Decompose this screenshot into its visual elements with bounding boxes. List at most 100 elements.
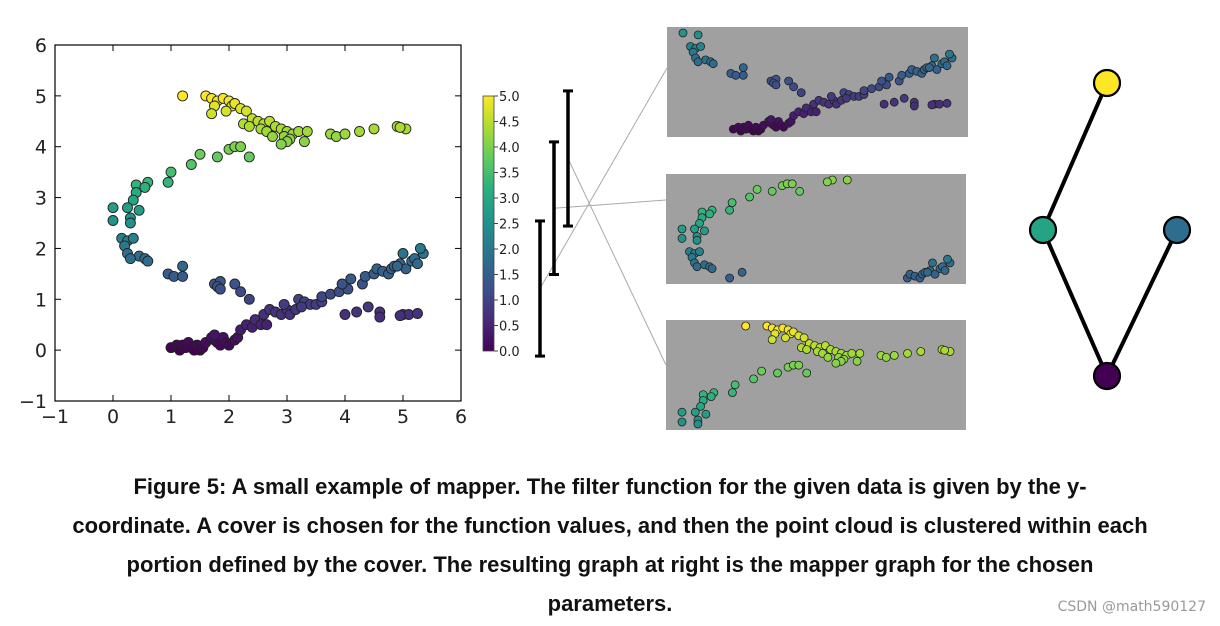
- panel-point: [696, 42, 705, 51]
- caption-line: coordinate. A cover is chosen for the fu…: [72, 513, 1148, 538]
- panel-point: [916, 347, 926, 356]
- panel-point: [822, 177, 832, 187]
- watermark: CSDN @math590127: [1057, 599, 1206, 615]
- panel-point: [695, 247, 704, 257]
- panel-points: [678, 28, 957, 136]
- panel-background: [666, 174, 966, 284]
- scatter-point: [354, 126, 365, 137]
- scatter-point: [139, 181, 151, 193]
- scatter-point: [177, 270, 189, 282]
- panel-point: [745, 192, 754, 202]
- panel-point: [690, 407, 700, 417]
- scatter-plot: −1 0 1 2 3 4 5 6 −1 0 1 2 3 4 5 6: [19, 35, 467, 428]
- scatter-point: [301, 126, 313, 137]
- colorbar-gradient: [482, 95, 495, 352]
- panel-point: [781, 333, 790, 343]
- interval-connector: [553, 199, 667, 209]
- colorbar-tick-label: 1.0: [499, 294, 520, 309]
- panel-point: [731, 70, 741, 80]
- panel-point: [695, 218, 704, 228]
- scatter-point: [185, 159, 197, 170]
- panel-point: [842, 93, 851, 103]
- scatter-point: [275, 138, 287, 150]
- panel-points: [677, 321, 955, 429]
- panel-background: [667, 27, 968, 137]
- graph-node-middle: [1028, 215, 1058, 245]
- panel-points: [677, 175, 955, 283]
- panel-point: [881, 352, 891, 362]
- panel-point: [897, 70, 907, 80]
- panel-point: [700, 226, 709, 236]
- y-tick-label: 5: [35, 86, 47, 108]
- panel-point: [847, 348, 857, 358]
- panel-point: [796, 88, 806, 97]
- y-tick-label: 1: [35, 289, 47, 311]
- scatter-point: [220, 105, 232, 117]
- panel-point: [696, 401, 705, 411]
- colorbar-tick-label: 3.0: [499, 192, 520, 207]
- panel-point: [826, 92, 836, 101]
- panel-point: [935, 99, 944, 109]
- scatter-point: [362, 301, 374, 313]
- scatter-point: [394, 310, 406, 322]
- panel-point: [879, 99, 889, 109]
- panel-point: [877, 76, 886, 86]
- scatter-point: [127, 232, 139, 244]
- scatter-point: [165, 166, 177, 178]
- panel-point: [693, 57, 703, 67]
- panel-point: [784, 76, 793, 86]
- y-tick-label: 6: [35, 35, 47, 57]
- panel-point: [771, 80, 781, 90]
- scatter-point: [336, 278, 348, 290]
- scatter-point: [211, 151, 223, 163]
- x-tick-label: −1: [41, 406, 69, 428]
- scatter-point: [214, 283, 226, 295]
- panel-point: [811, 107, 821, 117]
- scatter-point: [278, 298, 290, 310]
- panel-point: [899, 93, 909, 103]
- panel-point: [842, 175, 852, 185]
- panel-point: [707, 264, 717, 274]
- panel-point: [741, 321, 751, 331]
- scatter-point: [351, 306, 363, 318]
- scatter-points: [107, 90, 429, 356]
- scatter-point: [368, 123, 380, 135]
- panel-point: [773, 368, 782, 378]
- panel-point: [889, 97, 899, 107]
- scatter-point: [124, 217, 136, 229]
- panel-point: [859, 86, 869, 95]
- panel-point: [730, 380, 740, 390]
- cover-intervals: [535, 67, 668, 366]
- panel-point: [725, 273, 734, 283]
- panel-point: [802, 345, 812, 354]
- scatter-point: [194, 148, 206, 160]
- x-tick-label: 2: [223, 406, 235, 428]
- graph-node-bottom: [1092, 361, 1122, 391]
- plot-frame: [54, 44, 462, 402]
- panel-point: [749, 374, 758, 384]
- panel-point: [787, 179, 797, 189]
- y-axis: −1 0 1 2 3 4 5 6: [19, 35, 461, 413]
- panel-point: [794, 360, 804, 370]
- panel-point: [677, 417, 687, 427]
- colorbar-tick-label: 4.0: [499, 141, 520, 156]
- colorbar-tick-label: 0.0: [499, 345, 520, 360]
- x-tick-label: 0: [107, 406, 119, 428]
- graph-edge: [1105, 229, 1179, 377]
- panel-point: [752, 184, 762, 194]
- panel-point: [677, 233, 687, 243]
- panel-point: [867, 84, 876, 94]
- caption-line: portion defined by the cover. The result…: [126, 552, 1094, 577]
- graph-edge: [1041, 229, 1109, 377]
- x-axis: −1 0 1 2 3 4 5 6: [41, 45, 467, 428]
- panel-point: [677, 407, 687, 417]
- scatter-point: [243, 151, 255, 163]
- panel-point: [690, 224, 699, 234]
- scatter-point: [339, 128, 351, 140]
- cluster-panel-bottom: [666, 320, 966, 430]
- scatter-point: [235, 141, 247, 153]
- panel-point: [678, 28, 688, 38]
- colorbar-tick-label: 3.5: [499, 167, 520, 182]
- scatter-point: [122, 202, 133, 214]
- panel-point: [705, 209, 714, 219]
